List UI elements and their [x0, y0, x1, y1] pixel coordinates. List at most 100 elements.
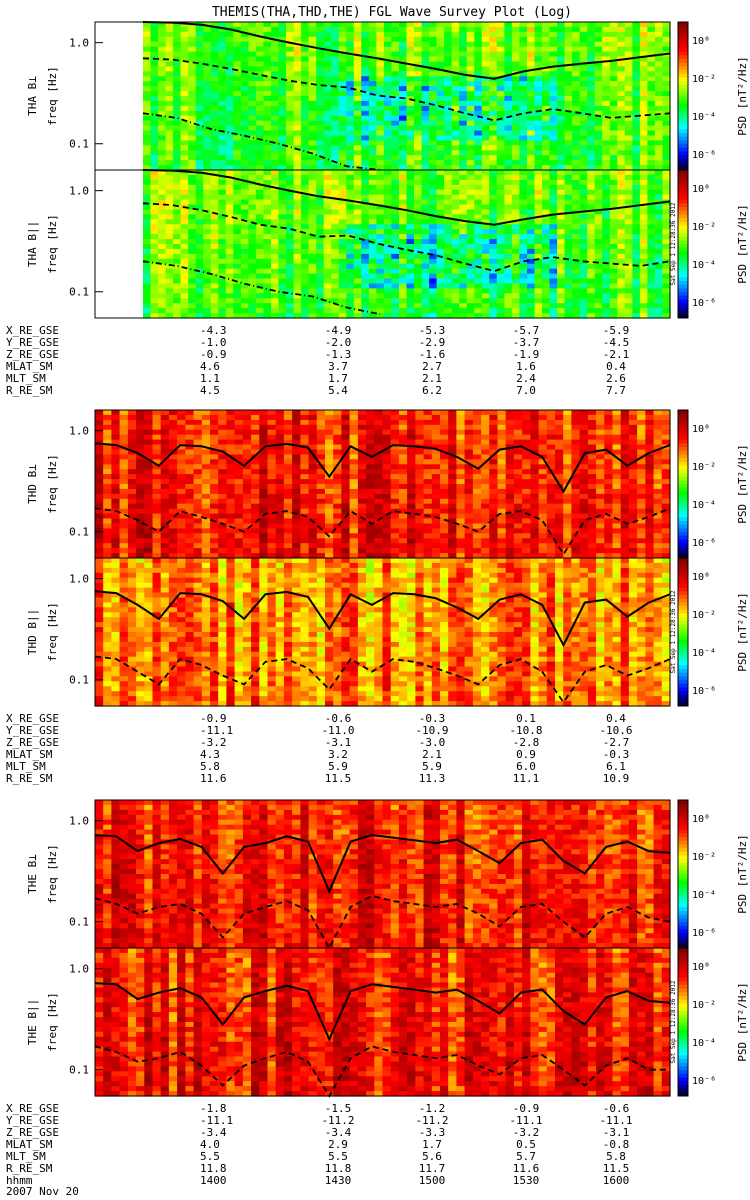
orbit-value: 4.6 — [200, 360, 220, 373]
spectrogram-cell — [368, 76, 377, 82]
spectrogram-cell — [278, 204, 287, 210]
spectrogram-cell — [466, 36, 475, 43]
spectrogram-cell — [654, 140, 663, 146]
spectrogram-cell — [150, 100, 159, 107]
spectrogram-cell — [240, 273, 249, 280]
spectrogram-cell — [248, 120, 257, 127]
spectrogram-cell — [308, 71, 317, 77]
spectrogram-cell — [587, 298, 596, 304]
spectrogram-cell — [165, 239, 174, 245]
spectrogram-cell — [301, 229, 310, 235]
spectrogram-cell — [111, 414, 121, 421]
spectrogram-cell — [662, 145, 671, 151]
spectrogram-cell — [662, 298, 671, 304]
spectrogram-cell — [368, 248, 377, 255]
spectrogram-cell — [414, 219, 423, 225]
spectrogram-cell — [481, 145, 490, 151]
spectrogram-cell — [152, 449, 162, 455]
spectrogram-cell — [632, 194, 641, 201]
spectrogram-cell — [127, 439, 137, 446]
spectrogram-cell — [210, 125, 219, 132]
spectrogram-cell — [210, 424, 219, 431]
spectrogram-cell — [602, 313, 611, 319]
spectrogram-cell — [293, 120, 302, 127]
spectrogram-cell — [143, 66, 152, 72]
spectrogram-cell — [338, 46, 347, 53]
spectrogram-cell — [160, 414, 170, 421]
spectrogram-cell — [225, 258, 234, 265]
spectrogram-cell — [286, 51, 295, 58]
spectrogram-cell — [414, 258, 423, 265]
spectrogram-cell — [248, 248, 257, 255]
spectrogram-cell — [144, 528, 154, 534]
spectrogram-cell — [119, 449, 129, 455]
spectrogram-cell — [414, 91, 423, 97]
spectrogram-cell — [617, 71, 626, 77]
spectrogram-cell — [527, 22, 536, 28]
spectrogram-cell — [271, 308, 280, 314]
spectrogram-cell — [293, 248, 302, 255]
spectrogram-cell — [609, 22, 618, 28]
spectrogram-cell — [594, 283, 603, 289]
spectrogram-cell — [406, 253, 415, 260]
spectrogram-cell — [263, 120, 272, 127]
spectrogram-cell — [466, 253, 475, 260]
spectrogram-cell — [111, 479, 121, 485]
spectrogram-cell — [240, 209, 249, 215]
spectrogram-cell — [203, 303, 212, 309]
spectrogram-cell — [234, 493, 244, 500]
spectrogram-cell — [323, 224, 332, 230]
spectrogram-cell — [519, 253, 528, 260]
spectrogram-cell — [203, 219, 212, 225]
spectrogram-cell — [193, 444, 203, 450]
spectrogram-cell — [459, 26, 468, 33]
spectrogram-cell — [180, 174, 189, 181]
spectrogram-cell — [519, 165, 528, 171]
spectrogram-cell — [165, 86, 174, 92]
spectrogram-cell — [662, 179, 671, 186]
spectrogram-cell — [594, 268, 603, 275]
spectrogram-cell — [481, 229, 490, 235]
spectrogram-cell — [233, 160, 242, 166]
spectrogram-cell — [511, 209, 520, 215]
spectrogram-cell — [496, 184, 505, 191]
spectrogram-cell — [234, 503, 244, 510]
spectrogram-cell — [168, 493, 178, 500]
spectrogram-cell — [617, 179, 626, 186]
spectrogram-cell — [489, 253, 498, 260]
spectrogram-cell — [564, 258, 573, 265]
spectrogram-cell — [210, 503, 219, 510]
spectrogram-cell — [263, 155, 272, 161]
spectrogram-cell — [609, 120, 618, 127]
spectrogram-cell — [376, 219, 385, 225]
spectrogram-cell — [474, 76, 483, 82]
spectrogram-cell — [406, 224, 415, 230]
spectrogram-cell — [519, 170, 528, 176]
spectrogram-cell — [346, 229, 355, 235]
spectrogram-cell — [602, 86, 611, 92]
spectrogram-cell — [609, 204, 618, 210]
spectrogram-cell — [203, 308, 212, 314]
spectrogram-cell — [255, 160, 264, 166]
spectrogram-cell — [609, 184, 618, 191]
spectrogram-cell — [406, 278, 415, 284]
spectrogram-cell — [481, 51, 490, 58]
spectrogram-cell — [331, 313, 340, 319]
spectrogram-cell — [160, 528, 170, 534]
spectrogram-cell — [361, 224, 370, 230]
spectrogram-cell — [376, 96, 385, 102]
spectrogram-cell — [534, 150, 543, 156]
spectrogram-cell — [639, 22, 648, 28]
spectrogram-cell — [361, 170, 370, 176]
spectrogram-cell — [201, 553, 211, 559]
spectrogram-cell — [368, 174, 377, 181]
spectrogram-cell — [557, 46, 566, 53]
spectrogram-cell — [436, 278, 445, 284]
spectrogram-cell — [572, 239, 581, 245]
spectrogram-cell — [286, 288, 295, 294]
spectrogram-cell — [496, 219, 505, 225]
spectrogram-cell — [496, 76, 505, 82]
spectrogram-cell — [534, 81, 543, 87]
spectrogram-cell — [233, 46, 242, 53]
spectrogram-cell — [542, 219, 551, 225]
